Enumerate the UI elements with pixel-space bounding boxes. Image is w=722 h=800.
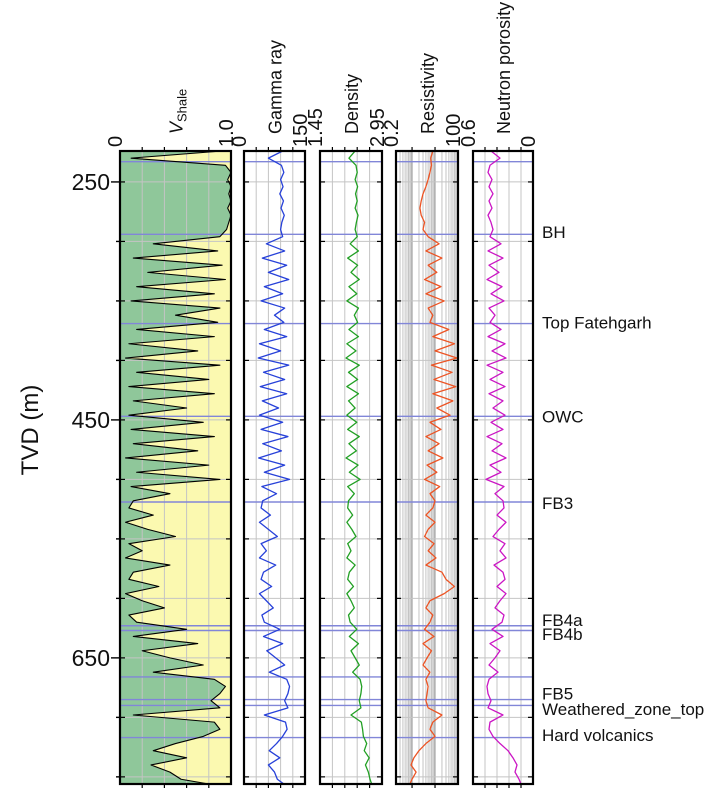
track-density (318, 147, 384, 788)
formation-top-label: Weathered_zone_top (542, 700, 704, 719)
formation-top-label: FB4b (542, 625, 583, 644)
scale-max-label-gamma-ray: 150 (290, 114, 312, 147)
depth-tick-label: 450 (72, 407, 110, 433)
track-title-resistivity: Resistivity (418, 53, 438, 134)
scale-max-label-resistivity: 100 (443, 114, 465, 147)
depth-tick-label: 650 (72, 645, 110, 671)
curve-density (345, 151, 373, 784)
track-border (471, 149, 535, 786)
track-gamma-ray (242, 147, 307, 788)
formation-top-label: Hard volcanics (542, 726, 654, 745)
track-border (118, 149, 233, 786)
curve-neutron-porosity (485, 151, 522, 784)
track-title-neutron-porosity: Neutron porosity (494, 2, 514, 134)
scale-max-label-density: 2.95 (367, 108, 389, 147)
track-resistivity (394, 147, 460, 788)
track-title-density: Density (342, 74, 362, 134)
formation-top-label: FB5 (542, 685, 573, 704)
depth-tick-label: 250 (72, 169, 110, 195)
scale-min-label-vshale: 0 (105, 136, 127, 147)
track-body-vshale (120, 151, 231, 784)
formation-top-label: FB4a (542, 611, 583, 630)
track-border (394, 149, 460, 786)
scale-min-label-gamma-ray: 0 (229, 136, 251, 147)
track-body-density (320, 151, 382, 784)
track-body-neutron-porosity (473, 151, 533, 784)
formation-top-label: OWC (542, 407, 584, 426)
curve-resistivity (409, 151, 458, 784)
track-vshale (118, 147, 233, 788)
curve-vshale (125, 151, 231, 784)
track-neutron-porosity (471, 147, 535, 788)
track-body-gamma-ray (244, 151, 305, 784)
scale-min-label-neutron-porosity: 0.6 (458, 119, 480, 147)
scale-min-label-resistivity: 0.2 (381, 119, 403, 147)
track-title-vshale: VShale (167, 89, 190, 134)
depth-axis-title: TVD (m) (17, 385, 44, 476)
formation-top-label: Top Fatehgarh (542, 313, 652, 332)
formation-top-label: BH (542, 223, 566, 242)
scale-min-label-density: 1.45 (305, 108, 327, 147)
scale-max-label-neutron-porosity: 0 (518, 136, 540, 147)
track-title-gamma-ray: Gamma ray (266, 40, 286, 134)
track-body-resistivity (396, 151, 458, 784)
formation-top-label: FB3 (542, 494, 573, 513)
scale-max-label-vshale: 1.0 (216, 119, 238, 147)
track-border (318, 149, 384, 786)
curve-gamma-ray (257, 151, 291, 784)
track-border (242, 149, 307, 786)
